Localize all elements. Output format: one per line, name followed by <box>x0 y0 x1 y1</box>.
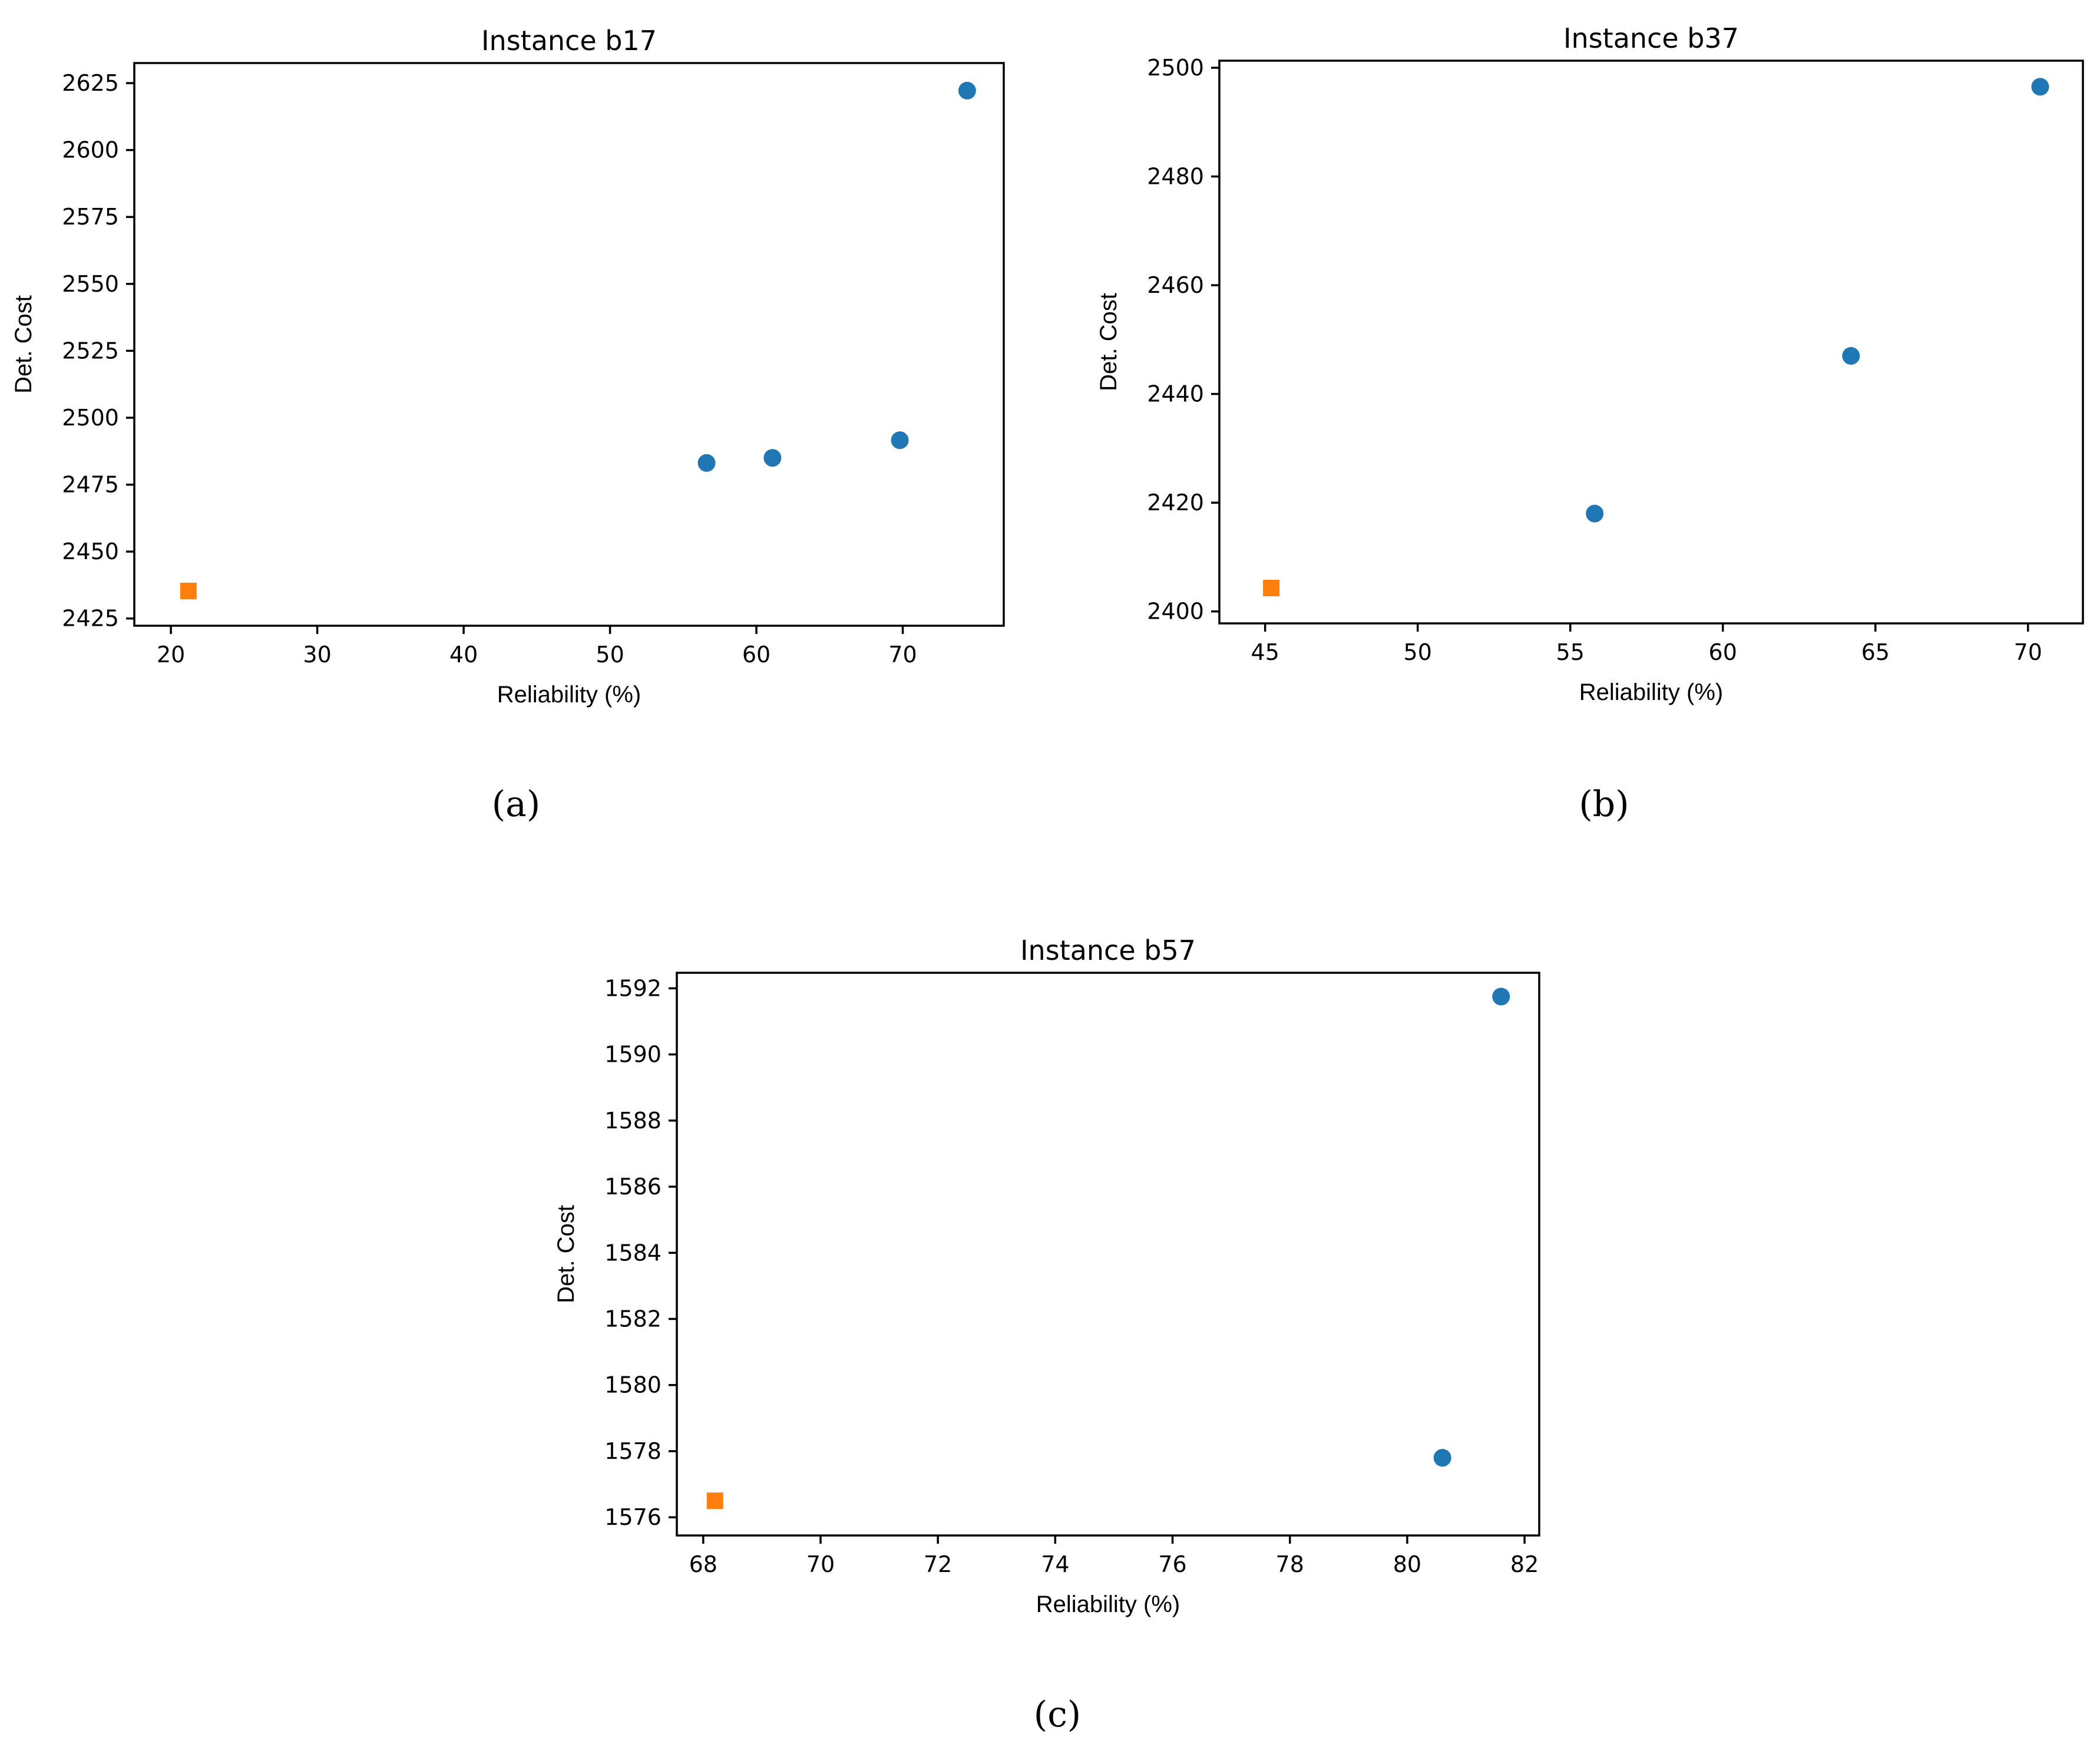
y-tick-label: 1588 <box>604 1108 662 1134</box>
x-tick-label: 30 <box>303 642 331 668</box>
chart-title: Instance b57 <box>1020 934 1196 966</box>
chart-title: Instance b17 <box>481 25 657 57</box>
x-tick-label: 82 <box>1510 1551 1539 1577</box>
y-tick-label: 1590 <box>604 1042 662 1068</box>
y-tick-label: 1592 <box>604 975 662 1001</box>
chart-c: Instance b57 68 70 72 74 76 78 80 82 1576 1578 1580… <box>553 934 1540 1735</box>
x-tick-label: 78 <box>1276 1551 1304 1577</box>
y-tick-label: 2500 <box>1147 55 1204 81</box>
x-tick-label: 45 <box>1251 639 1279 665</box>
panel-caption: (b) <box>1579 784 1629 825</box>
y-tick-label: 1578 <box>604 1438 662 1464</box>
y-axis-label: Det. Cost <box>553 1205 579 1303</box>
x-tick-label: 72 <box>924 1551 952 1577</box>
y-tick-label: 2625 <box>62 70 119 96</box>
x-tick-label: 70 <box>2014 639 2042 665</box>
data-point-square <box>180 582 197 599</box>
y-tick-label: 2500 <box>62 405 119 431</box>
y-tick-label: 2600 <box>62 137 119 163</box>
x-axis-label: Reliability (%) <box>1579 679 1724 705</box>
y-tick-label: 2450 <box>62 539 119 564</box>
y-axis-label: Det. Cost <box>1096 293 1122 391</box>
chart-title: Instance b37 <box>1563 22 1739 54</box>
data-point-square <box>706 1492 723 1510</box>
x-tick-label: 20 <box>157 642 185 668</box>
x-tick-label: 50 <box>596 642 624 668</box>
axes-frame <box>133 62 1005 627</box>
y-tick-label: 2480 <box>1147 164 1204 190</box>
y-tick-label: 1582 <box>604 1306 662 1332</box>
data-point-circle <box>2031 78 2049 96</box>
x-tick-label: 68 <box>689 1551 717 1577</box>
chart-a: Instance b17 20 30 40 50 60 70 2425 2450 2475 2500… <box>11 25 1005 825</box>
y-tick-label: 2460 <box>1147 272 1204 298</box>
y-tick-label: 1576 <box>604 1504 662 1530</box>
x-tick-label: 70 <box>888 642 917 668</box>
data-point-circle <box>1433 1449 1451 1467</box>
y-tick-label: 2440 <box>1147 381 1204 407</box>
data-point-circle <box>1586 504 1604 523</box>
x-tick-label: 76 <box>1158 1551 1186 1577</box>
panel-caption: (a) <box>492 784 541 825</box>
y-tick-label: 2575 <box>62 204 119 230</box>
chart-b: Instance b37 45 50 55 60 65 70 2400 2420 2440 2460… <box>1096 22 2084 825</box>
y-tick-label: 2550 <box>62 271 119 297</box>
y-tick-label: 1584 <box>604 1240 662 1266</box>
x-tick-label: 50 <box>1404 639 1432 665</box>
x-tick-label: 55 <box>1556 639 1585 665</box>
y-tick-label: 2475 <box>62 472 119 498</box>
x-tick-label: 65 <box>1861 639 1890 665</box>
y-tick-label: 2420 <box>1147 490 1204 516</box>
x-axis-label: Reliability (%) <box>1036 1591 1180 1617</box>
axes-frame <box>1218 60 2084 625</box>
data-point-square <box>1263 580 1280 597</box>
x-tick-label: 40 <box>449 642 478 668</box>
y-tick-label: 2425 <box>62 606 119 632</box>
y-tick-label: 2400 <box>1147 599 1204 625</box>
axes-frame <box>676 972 1540 1537</box>
data-point-circle <box>697 454 716 472</box>
x-tick-label: 74 <box>1041 1551 1069 1577</box>
y-axis-label: Det. Cost <box>11 295 37 394</box>
y-tick-label: 1586 <box>604 1174 662 1200</box>
x-tick-label: 60 <box>742 642 770 668</box>
panel-caption: (c) <box>1034 1694 1081 1735</box>
data-point-circle <box>763 449 782 467</box>
y-tick-label: 2525 <box>62 338 119 364</box>
data-point-circle <box>891 431 909 450</box>
x-tick-label: 80 <box>1393 1551 1421 1577</box>
x-axis-label: Reliability (%) <box>497 682 641 708</box>
data-point-circle <box>958 81 976 100</box>
y-tick-label: 1580 <box>604 1372 662 1398</box>
data-point-circle <box>1842 347 1860 365</box>
x-tick-label: 60 <box>1709 639 1737 665</box>
x-tick-label: 70 <box>806 1551 835 1577</box>
data-point-circle <box>1492 988 1510 1006</box>
